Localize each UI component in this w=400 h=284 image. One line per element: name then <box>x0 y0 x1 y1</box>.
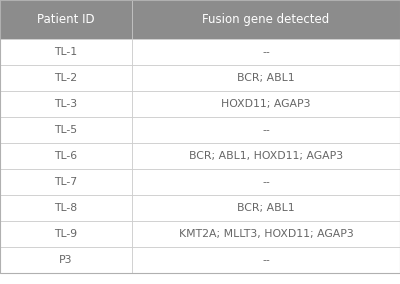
Text: --: -- <box>262 125 270 135</box>
Text: TL-3: TL-3 <box>54 99 78 109</box>
Bar <box>132 117 400 143</box>
Text: --: -- <box>262 177 270 187</box>
Text: --: -- <box>262 255 270 265</box>
Text: KMT2A; MLLT3, HOXD11; AGAP3: KMT2A; MLLT3, HOXD11; AGAP3 <box>179 229 353 239</box>
Text: BCR; ABL1: BCR; ABL1 <box>237 73 295 83</box>
Text: TL-6: TL-6 <box>54 151 78 161</box>
Bar <box>132 221 400 247</box>
Text: P3: P3 <box>59 255 73 265</box>
Bar <box>132 39 400 65</box>
Bar <box>0 39 132 65</box>
Text: TL-5: TL-5 <box>54 125 78 135</box>
Bar <box>0 247 132 273</box>
Bar <box>132 195 400 221</box>
Text: Fusion gene detected: Fusion gene detected <box>202 13 330 26</box>
Bar <box>132 169 400 195</box>
Bar <box>0 91 132 117</box>
Bar <box>132 247 400 273</box>
Text: TL-2: TL-2 <box>54 73 78 83</box>
Bar <box>0 0 132 39</box>
Text: Patient ID: Patient ID <box>37 13 95 26</box>
Bar <box>0 117 132 143</box>
Text: TL-1: TL-1 <box>54 47 78 57</box>
Text: TL-8: TL-8 <box>54 203 78 213</box>
Bar <box>132 0 400 39</box>
Bar <box>132 65 400 91</box>
Bar <box>0 195 132 221</box>
Bar <box>0 221 132 247</box>
Text: --: -- <box>262 47 270 57</box>
Bar <box>0 143 132 169</box>
Text: TL-7: TL-7 <box>54 177 78 187</box>
Bar <box>0 65 132 91</box>
Bar <box>0 169 132 195</box>
Text: HOXD11; AGAP3: HOXD11; AGAP3 <box>221 99 311 109</box>
Text: BCR; ABL1: BCR; ABL1 <box>237 203 295 213</box>
Bar <box>132 143 400 169</box>
Text: BCR; ABL1, HOXD11; AGAP3: BCR; ABL1, HOXD11; AGAP3 <box>189 151 343 161</box>
Bar <box>132 91 400 117</box>
Text: TL-9: TL-9 <box>54 229 78 239</box>
